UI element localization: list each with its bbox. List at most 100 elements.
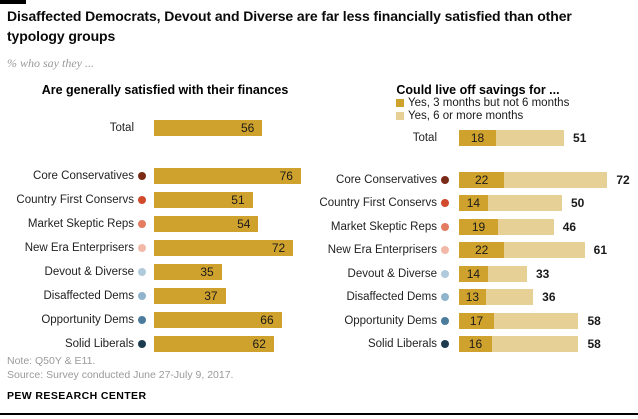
- value-label: 56: [240, 121, 255, 135]
- chart-row: New Era Enterprisers 72: [0, 240, 638, 256]
- bar-segment-3-months: 16: [459, 336, 492, 353]
- bar-segment-6-months: [485, 289, 534, 306]
- typology-dot: [138, 172, 146, 180]
- total-value-label: 36: [542, 290, 556, 305]
- satisfaction-bar: 35: [154, 264, 222, 280]
- typology-dot: [441, 316, 449, 325]
- typology-dot: [441, 246, 449, 255]
- category-label: Total: [412, 132, 437, 144]
- typology-dot: [138, 292, 146, 300]
- bar-segment-3-months: 13: [459, 289, 486, 306]
- chart-row: Market Skeptic Reps 54: [0, 216, 638, 232]
- segment-value-label: 17: [469, 313, 484, 328]
- bar-segment-3-months: 22: [459, 172, 505, 188]
- satisfaction-bar: 54: [154, 216, 259, 232]
- category-label: Total: [109, 122, 134, 134]
- typology-dot: [441, 340, 449, 349]
- chart-row: Solid Liberals 16 58: [0, 336, 638, 353]
- bar-segment-3-months: 22: [459, 242, 505, 259]
- category-label: Disaffected Dems: [346, 291, 437, 304]
- bar-segment-3-months: 18: [459, 130, 497, 146]
- typology-dot: [441, 199, 449, 208]
- category-label: New Era Enterprisers: [24, 242, 134, 254]
- satisfaction-bar: 51: [154, 192, 253, 208]
- chart-row: Opportunity Dems 66: [0, 312, 638, 328]
- legend-item-3-months: Yes, 3 months but not 6 months: [396, 96, 570, 109]
- satisfaction-bar: 66: [154, 312, 282, 328]
- chart-row: Total 56: [0, 120, 638, 136]
- legend-swatch-tan: [396, 111, 404, 120]
- bar-segment-3-months: 14: [459, 265, 488, 282]
- satisfaction-bar: 62: [154, 336, 274, 352]
- category-label: Opportunity Dems: [344, 314, 437, 327]
- segment-value-label: 22: [474, 173, 489, 187]
- chart-row: Country First Conservs 14 50: [0, 195, 638, 212]
- segment-value-label: 14: [466, 196, 481, 211]
- note-line: Note: Q50Y & E11.: [7, 355, 96, 367]
- chart-row: Market Skeptic Reps 19 46: [0, 218, 638, 235]
- page-title: Disaffected Democrats, Devout and Divers…: [7, 8, 572, 44]
- typology-dot: [138, 244, 146, 252]
- chart-row: New Era Enterprisers 22 61: [0, 242, 638, 259]
- category-label: Core Conservatives: [33, 170, 134, 182]
- chart-row: Devout & Diverse 14 33: [0, 265, 638, 282]
- bar-segment-6-months: [504, 172, 608, 188]
- satisfaction-bar: 56: [154, 120, 263, 136]
- chart-row: Core Conservatives 22 72: [0, 172, 638, 188]
- category-label: Core Conservatives: [336, 174, 437, 186]
- total-value-label: 33: [535, 266, 550, 281]
- legend-item-6-months: Yes, 6 or more months: [396, 109, 569, 122]
- legend-label: Yes, 3 months but not 6 months: [408, 96, 570, 109]
- legend-label: Yes, 6 or more months: [408, 109, 524, 122]
- value-label: 66: [260, 313, 274, 327]
- bar-segment-6-months: [487, 265, 527, 282]
- chart-row: Devout & Diverse 35: [0, 264, 638, 280]
- typology-dot: [138, 340, 146, 348]
- category-label: Country First Conservs: [16, 194, 134, 206]
- right-chart-title: Could live off savings for ...: [396, 83, 560, 97]
- total-value-label: 58: [587, 313, 601, 328]
- satisfaction-bar: 72: [154, 240, 294, 256]
- category-label: Market Skeptic Reps: [27, 218, 134, 230]
- category-label: Market Skeptic Reps: [330, 220, 437, 233]
- category-label: Disaffected Dems: [43, 290, 134, 302]
- value-label: 51: [231, 193, 245, 207]
- total-value-label: 58: [587, 337, 601, 352]
- total-value-label: 72: [616, 173, 630, 187]
- bar-segment-6-months: [494, 312, 579, 329]
- total-value-label: 50: [571, 196, 585, 211]
- category-label: Devout & Diverse: [347, 267, 437, 280]
- category-label: Solid Liberals: [64, 338, 134, 350]
- bar-segment-6-months: [491, 336, 579, 353]
- chart-row: Total 18 51: [0, 130, 638, 146]
- typology-dot: [441, 222, 449, 231]
- typology-dot: [441, 269, 449, 278]
- segment-value-label: 14: [466, 266, 481, 281]
- category-label: Country First Conservs: [319, 197, 437, 210]
- total-value-label: 46: [562, 219, 577, 234]
- value-label: 35: [200, 265, 214, 279]
- segment-value-label: 18: [470, 131, 485, 145]
- value-label: 76: [279, 169, 293, 183]
- total-value-label: 51: [573, 131, 587, 145]
- value-label: 37: [204, 289, 218, 303]
- chart-row: Disaffected Dems 37: [0, 288, 638, 304]
- bar-segment-6-months: [496, 130, 565, 146]
- bar-segment-6-months: [498, 218, 554, 235]
- satisfaction-bar: 37: [154, 288, 226, 304]
- typology-dot: [138, 268, 146, 276]
- footnote: Note: Q50Y & E11. Source: Survey conduct…: [7, 355, 233, 382]
- value-label: 72: [271, 241, 286, 255]
- chart-row: Disaffected Dems 13 36: [0, 289, 638, 306]
- bar-segment-3-months: 17: [459, 312, 495, 329]
- segment-value-label: 22: [474, 243, 489, 258]
- typology-dot: [441, 293, 449, 302]
- bar-segment-6-months: [504, 242, 585, 259]
- chart-row: Country First Conservs 51: [0, 192, 638, 208]
- total-value-label: 61: [593, 243, 608, 258]
- category-label: New Era Enterprisers: [327, 244, 437, 257]
- category-label: Devout & Diverse: [44, 266, 134, 278]
- left-chart-title: Are generally satisfied with their finan…: [41, 83, 289, 97]
- value-label: 54: [237, 217, 251, 231]
